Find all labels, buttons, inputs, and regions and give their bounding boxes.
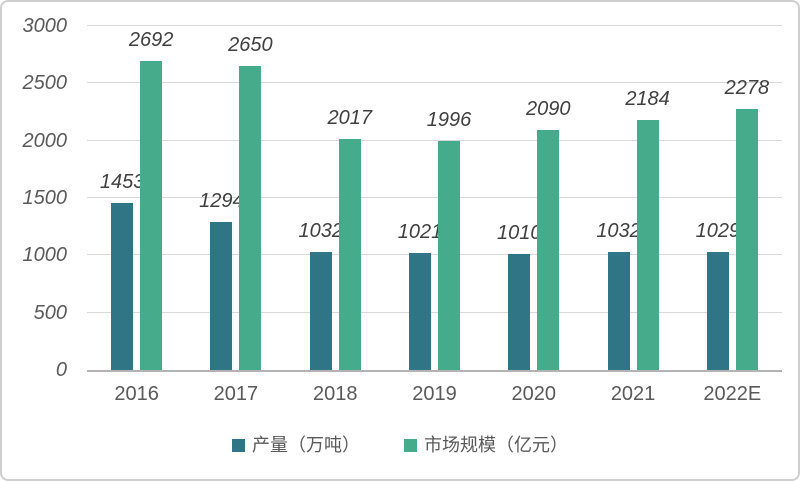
bar-value-label: 1996 (426, 109, 472, 132)
bar-value-label: 1032 (596, 219, 641, 242)
bar-value-label: 1294 (199, 189, 244, 212)
bar-production: 1032 (596, 221, 641, 370)
bar-market-size: 2090 (526, 99, 571, 370)
bar-value-label: 2692 (128, 29, 174, 52)
legend-swatch-market-size (404, 439, 417, 453)
bar-value-label: 1032 (298, 219, 343, 242)
gridline (87, 25, 782, 26)
bar-market-size: 2692 (129, 30, 173, 370)
gridline (87, 197, 782, 198)
bar-value-label: 1010 (497, 222, 542, 245)
y-axis: 0 500 1000 1500 2000 2500 3000 (2, 16, 70, 380)
bar-group-2020: 1010 2090 2020 (484, 26, 583, 404)
x-axis-label: 2021 (610, 383, 656, 405)
y-tick-label: 1500 (22, 187, 68, 209)
plot-area: 1453 2692 2016 1294 2650 2017 1032 2017 2018 1021… (87, 25, 782, 404)
bar-value-label: 1021 (397, 220, 443, 243)
gridline (87, 139, 782, 141)
bars: 1453 2692 (87, 26, 186, 370)
bar-group-2016: 1453 2692 2016 (87, 26, 186, 404)
bar-production: 1010 (497, 223, 542, 370)
y-tick-label: 2000 (22, 129, 68, 152)
legend-label: 市场规模（亿元） (424, 435, 568, 455)
legend-label: 产量（万吨） (252, 435, 360, 455)
bars: 1029 2278 (683, 26, 782, 370)
bar-value-label: 1029 (695, 220, 741, 243)
y-tick-label: 3000 (22, 15, 68, 37)
bar-value-label: 2090 (526, 98, 571, 121)
y-tick-label: 1000 (22, 244, 68, 267)
legend-item-market-size: 市场规模（亿元） (404, 435, 568, 457)
bar-market-size: 2278 (725, 78, 769, 370)
gridline (87, 254, 782, 256)
bar-group-2017: 1294 2650 2017 (186, 26, 285, 404)
bar-market-size: 2650 (228, 35, 273, 370)
bars: 1021 1996 (385, 26, 484, 370)
legend: 产量（万吨） 市场规模（亿元） (2, 435, 798, 457)
x-axis-label: 2016 (114, 383, 159, 405)
y-tick-label: 500 (33, 301, 67, 324)
bar-value-label: 2017 (327, 106, 372, 129)
bar-market-size: 2184 (625, 89, 670, 370)
x-axis-label: 2019 (412, 383, 457, 405)
bar-value-label: 2184 (625, 87, 670, 110)
bar-production: 1029 (696, 221, 740, 370)
bars: 1032 2184 (583, 26, 682, 370)
bars: 1294 2650 (186, 26, 285, 370)
x-axis-label: 2017 (213, 383, 259, 405)
x-axis-label: 2022E (703, 383, 762, 405)
gridline (87, 311, 782, 313)
bar-production: 1294 (199, 191, 244, 370)
bars: 1032 2017 (286, 26, 385, 370)
bar-group-2018: 1032 2017 2018 (286, 26, 385, 404)
x-axis-label: 2020 (511, 383, 557, 405)
bars: 1010 2090 (484, 26, 583, 370)
bar-production: 1453 (100, 172, 144, 370)
y-tick-label: 2500 (22, 72, 68, 95)
bar-group-2019: 1021 1996 2019 (385, 26, 484, 404)
bar-market-size: 1996 (427, 110, 471, 370)
gridline (87, 82, 782, 84)
x-axis-label: 2018 (312, 383, 358, 405)
y-tick-label: 0 (55, 359, 67, 381)
bar-value-label: 1453 (99, 171, 145, 194)
bar-group-2022E: 1029 2278 2022E (683, 26, 782, 404)
bar-value-label: 2278 (724, 76, 770, 99)
bar-group-2021: 1032 2184 2021 (583, 26, 682, 404)
bar-market-size: 2017 (327, 108, 372, 370)
bar-production: 1021 (398, 222, 442, 370)
legend-swatch-production (232, 439, 245, 453)
bar-production: 1032 (298, 221, 343, 370)
legend-item-production: 产量（万吨） (232, 435, 360, 457)
bar-value-label: 2650 (228, 34, 273, 57)
